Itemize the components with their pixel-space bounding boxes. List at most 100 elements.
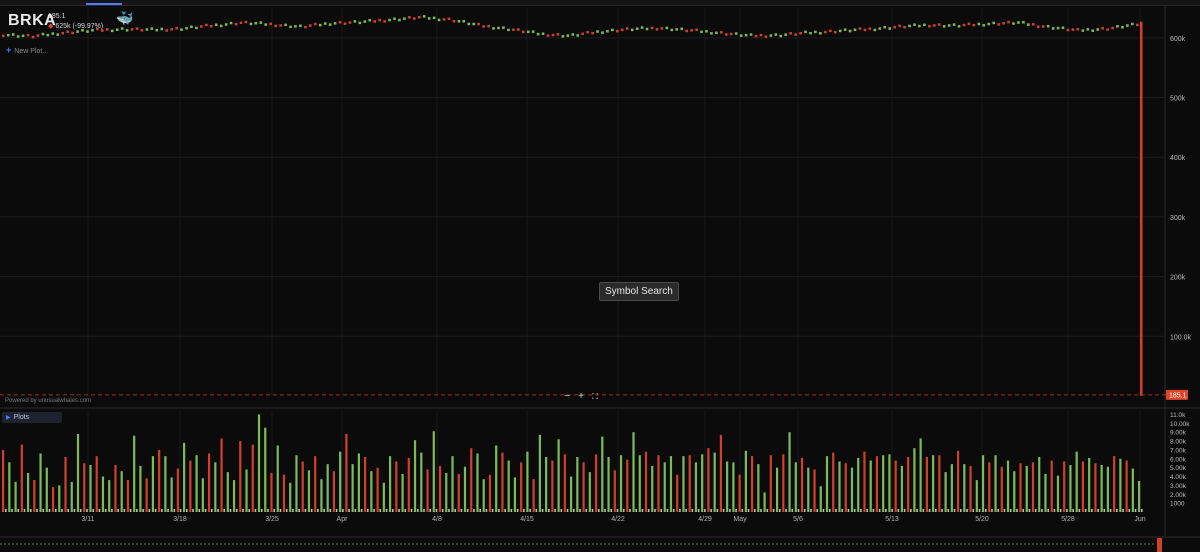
last-price-tag [1166,389,1188,400]
zoom-in-button[interactable]: + [578,391,584,402]
price-candle [373,20,376,23]
volume-bar [264,427,267,512]
volume-bar [763,492,766,512]
price-candle [328,23,332,26]
volume-bar [950,464,953,512]
volume-bar [975,480,978,512]
volume-axis-tick-label: 4.00k [1170,474,1187,481]
volume-minor-bar [323,509,325,512]
volume-minor-bar [935,509,937,512]
volume-minor-bar [1003,509,1006,512]
price-candle [774,33,778,36]
price-candle [140,29,144,32]
volume-bar [314,456,317,512]
volume-bar [301,461,304,512]
volume-minor-bar [273,509,275,512]
volume-minor-bar [485,509,488,512]
price-candle [928,25,931,28]
zoom-out-button[interactable]: − [564,391,570,402]
plots-toggle-button[interactable]: ▶ Plots [2,412,62,423]
price-candle [541,32,545,35]
volume-minor-bar [1141,509,1143,512]
price-candle [457,20,461,23]
volume-bar [644,451,648,512]
price-candle [66,30,69,33]
x-axis-tick-label: 4/15 [520,516,534,523]
volume-bar [445,472,448,512]
volume-bar [713,452,716,512]
price-candle [224,23,228,26]
price-candle [729,32,733,36]
volume-minor-bar [560,509,563,512]
volume-minor-bar [342,509,344,512]
price-candle [1101,26,1104,30]
volume-bar [158,449,161,512]
volume-bar [601,436,604,512]
navigator-end-marker [1157,538,1162,552]
volume-minor-bar [235,509,238,512]
volume-bar [170,477,173,512]
volume-minor-bar [828,509,831,512]
volume-bar [364,457,367,512]
price-candle [903,25,906,29]
price-candle [165,29,169,32]
volume-bar [919,438,922,512]
volume-bar [382,482,385,512]
volume-bar [520,462,523,512]
price-candle [1027,23,1030,26]
volume-minor-bar [1009,509,1012,512]
price-candle [56,33,60,36]
volume-minor-bar [866,509,868,512]
price-candle [947,24,951,27]
volume-minor-bar [329,509,332,512]
volume-bar [707,448,710,512]
price-candle [398,18,401,22]
price-candle [749,33,753,36]
price-candle [101,29,104,32]
price-candle [185,26,188,30]
x-axis-tick-label: 3/25 [265,516,279,523]
price-candle [313,22,317,26]
price-candle [1081,29,1085,32]
volume-bar [39,453,42,512]
volume-minor-bar [142,509,144,512]
volume-minor-bar [641,509,644,512]
new-plot-label: New Plot... [14,48,49,55]
volume-bar [501,452,504,512]
volume-bar [195,455,198,512]
volume-minor-bar [853,509,856,512]
price-candle [264,23,268,26]
symbol-ticker[interactable]: BRKA [8,12,57,29]
symbol-search-button[interactable]: Symbol Search [599,282,679,301]
volume-bar [738,474,741,512]
price-candle [670,28,674,32]
volume-minor-bar [941,509,943,512]
price-candle [135,27,139,30]
price-candle [452,19,456,23]
volume-bar [507,460,510,512]
fullscreen-icon[interactable]: ⛶ [592,392,598,401]
volume-bar [832,452,835,512]
active-tab-indicator[interactable] [86,3,122,5]
volume-bar [1069,464,1072,512]
volume-bar [688,455,691,512]
volume-bar [183,442,186,512]
volume-bar [701,454,704,512]
volume-bar [844,463,847,512]
price-candle [51,32,55,35]
price-candle [734,32,738,35]
volume-minor-bar [61,509,63,512]
volume-pane [2,414,1143,512]
new-plot-button[interactable]: + New Plot... [6,45,48,55]
volume-minor-bar [454,509,457,512]
volume-minor-bar [1103,509,1106,512]
price-candle [571,33,575,36]
price-candle [1131,22,1134,26]
volume-bar [407,457,410,512]
price-candle [304,25,307,29]
price-candle [1032,23,1035,26]
price-candle [556,33,560,36]
volume-minor-bar [391,509,394,512]
whale-logo-icon: 🐳 [116,10,134,26]
